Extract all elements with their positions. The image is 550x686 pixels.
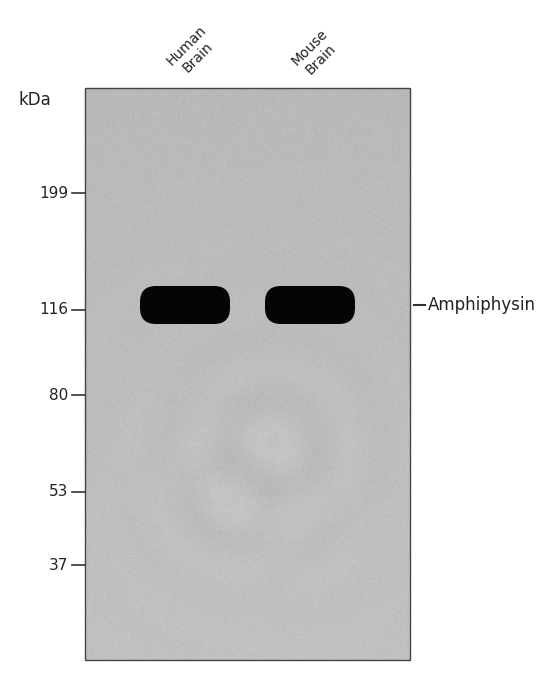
Text: kDa: kDa [18, 91, 51, 109]
Text: 53: 53 [48, 484, 68, 499]
FancyBboxPatch shape [265, 286, 355, 324]
Text: Human
Brain: Human Brain [164, 23, 221, 80]
Text: 199: 199 [39, 185, 68, 200]
Text: Amphiphysin: Amphiphysin [428, 296, 536, 314]
Text: Mouse
Brain: Mouse Brain [289, 27, 342, 80]
Text: 37: 37 [48, 558, 68, 573]
FancyBboxPatch shape [140, 286, 230, 324]
Text: 116: 116 [39, 303, 68, 318]
Bar [85, 88, 410, 660]
Text: 80: 80 [49, 388, 68, 403]
